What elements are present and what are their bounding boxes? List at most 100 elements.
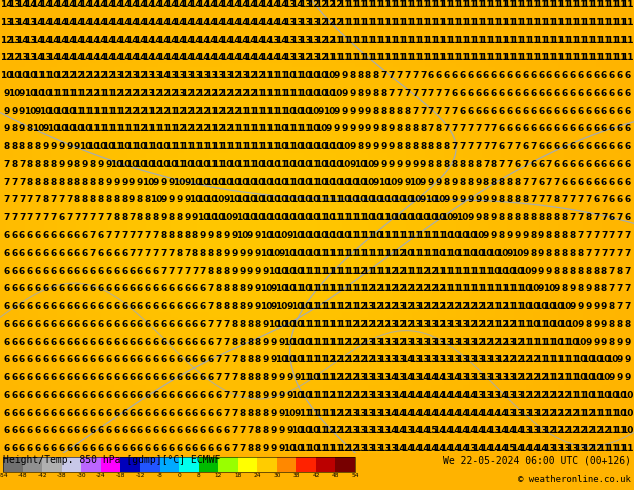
Text: 14: 14 bbox=[63, 0, 75, 9]
Text: 13: 13 bbox=[236, 71, 249, 80]
Text: 11: 11 bbox=[621, 444, 634, 453]
Text: 6: 6 bbox=[153, 426, 159, 436]
Text: 6: 6 bbox=[192, 355, 198, 365]
Text: 14: 14 bbox=[228, 18, 241, 27]
Text: 7: 7 bbox=[50, 196, 56, 204]
Text: 8: 8 bbox=[396, 107, 403, 116]
Text: 6: 6 bbox=[90, 426, 96, 436]
Text: 10: 10 bbox=[512, 267, 524, 275]
Text: 8: 8 bbox=[231, 284, 238, 294]
Text: 6: 6 bbox=[609, 196, 615, 204]
Text: 6: 6 bbox=[169, 391, 174, 400]
Text: 11: 11 bbox=[339, 36, 351, 45]
Text: 6: 6 bbox=[121, 444, 127, 453]
Text: 14: 14 bbox=[464, 426, 477, 436]
Text: 11: 11 bbox=[275, 89, 288, 98]
Text: 7: 7 bbox=[609, 284, 615, 294]
Text: 11: 11 bbox=[339, 18, 351, 27]
Text: 11: 11 bbox=[582, 18, 595, 27]
Text: 12: 12 bbox=[307, 0, 320, 9]
Text: 12: 12 bbox=[94, 71, 107, 80]
Text: 11: 11 bbox=[511, 302, 524, 311]
Text: 10: 10 bbox=[23, 71, 36, 80]
Text: 11: 11 bbox=[110, 107, 123, 116]
Text: 11: 11 bbox=[574, 18, 586, 27]
Text: 14: 14 bbox=[118, 18, 131, 27]
Text: 8: 8 bbox=[357, 89, 363, 98]
Text: 6: 6 bbox=[562, 107, 568, 116]
Text: 6: 6 bbox=[569, 160, 576, 169]
Text: 10: 10 bbox=[212, 196, 225, 204]
Text: 6: 6 bbox=[27, 231, 33, 240]
Text: 11: 11 bbox=[330, 213, 343, 222]
Text: 11: 11 bbox=[346, 249, 359, 258]
Text: 9: 9 bbox=[341, 107, 347, 116]
Text: 6: 6 bbox=[223, 426, 230, 436]
Text: 14: 14 bbox=[409, 426, 422, 436]
Text: 6: 6 bbox=[113, 267, 120, 275]
Text: 10: 10 bbox=[425, 213, 437, 222]
Text: 14: 14 bbox=[401, 391, 414, 400]
Text: 7: 7 bbox=[3, 213, 10, 222]
Text: 6: 6 bbox=[593, 196, 599, 204]
Text: 6: 6 bbox=[483, 89, 489, 98]
Text: 13: 13 bbox=[385, 338, 398, 346]
Text: 11: 11 bbox=[354, 18, 366, 27]
Text: 12: 12 bbox=[212, 124, 225, 133]
Text: 14: 14 bbox=[205, 53, 217, 62]
Text: 14: 14 bbox=[47, 53, 60, 62]
Text: 8: 8 bbox=[396, 142, 403, 151]
Text: 7: 7 bbox=[121, 231, 127, 240]
Text: 10: 10 bbox=[221, 160, 233, 169]
Text: 11: 11 bbox=[488, 302, 500, 311]
Text: 11: 11 bbox=[535, 320, 547, 329]
Text: 8: 8 bbox=[569, 231, 576, 240]
Text: 9: 9 bbox=[624, 373, 631, 382]
Text: 11: 11 bbox=[378, 267, 390, 275]
Text: 6: 6 bbox=[562, 71, 568, 80]
Text: 10: 10 bbox=[260, 213, 272, 222]
Text: 6: 6 bbox=[436, 71, 442, 80]
Text: 8: 8 bbox=[444, 142, 450, 151]
Text: 12: 12 bbox=[511, 338, 524, 346]
Text: 10: 10 bbox=[370, 196, 382, 204]
Text: 13: 13 bbox=[283, 36, 295, 45]
Text: 6: 6 bbox=[208, 355, 214, 365]
Text: 6: 6 bbox=[553, 160, 560, 169]
Text: 9: 9 bbox=[255, 267, 261, 275]
Text: 10: 10 bbox=[314, 71, 327, 80]
Text: 11: 11 bbox=[370, 0, 382, 9]
Text: -38: -38 bbox=[57, 473, 67, 478]
Text: 6: 6 bbox=[113, 391, 120, 400]
Text: 6: 6 bbox=[113, 338, 120, 346]
Text: 14: 14 bbox=[511, 426, 524, 436]
Text: 48: 48 bbox=[332, 473, 339, 478]
Text: 6: 6 bbox=[153, 391, 159, 400]
Text: 8: 8 bbox=[239, 355, 245, 365]
Text: 12: 12 bbox=[0, 53, 13, 62]
Text: 14: 14 bbox=[496, 426, 508, 436]
Text: 10: 10 bbox=[323, 160, 335, 169]
Text: 8: 8 bbox=[530, 231, 536, 240]
Text: 11: 11 bbox=[126, 142, 138, 151]
Text: 11: 11 bbox=[480, 18, 493, 27]
Text: 7: 7 bbox=[3, 196, 10, 204]
Text: 9: 9 bbox=[459, 196, 466, 204]
Text: 12: 12 bbox=[527, 391, 540, 400]
Text: 14: 14 bbox=[102, 53, 115, 62]
Text: 12: 12 bbox=[362, 284, 374, 294]
Text: 7: 7 bbox=[168, 249, 175, 258]
Text: 8: 8 bbox=[530, 249, 536, 258]
Text: 14: 14 bbox=[259, 18, 272, 27]
Text: 11: 11 bbox=[314, 338, 327, 346]
Text: 10: 10 bbox=[291, 320, 304, 329]
Text: 6: 6 bbox=[90, 302, 96, 311]
Text: 6: 6 bbox=[90, 409, 96, 417]
Text: 11: 11 bbox=[496, 284, 508, 294]
Text: 14: 14 bbox=[150, 0, 162, 9]
Text: 8: 8 bbox=[522, 196, 529, 204]
Text: 14: 14 bbox=[55, 18, 68, 27]
Text: 9: 9 bbox=[192, 213, 198, 222]
Text: 13: 13 bbox=[511, 391, 524, 400]
Text: 9: 9 bbox=[585, 284, 592, 294]
